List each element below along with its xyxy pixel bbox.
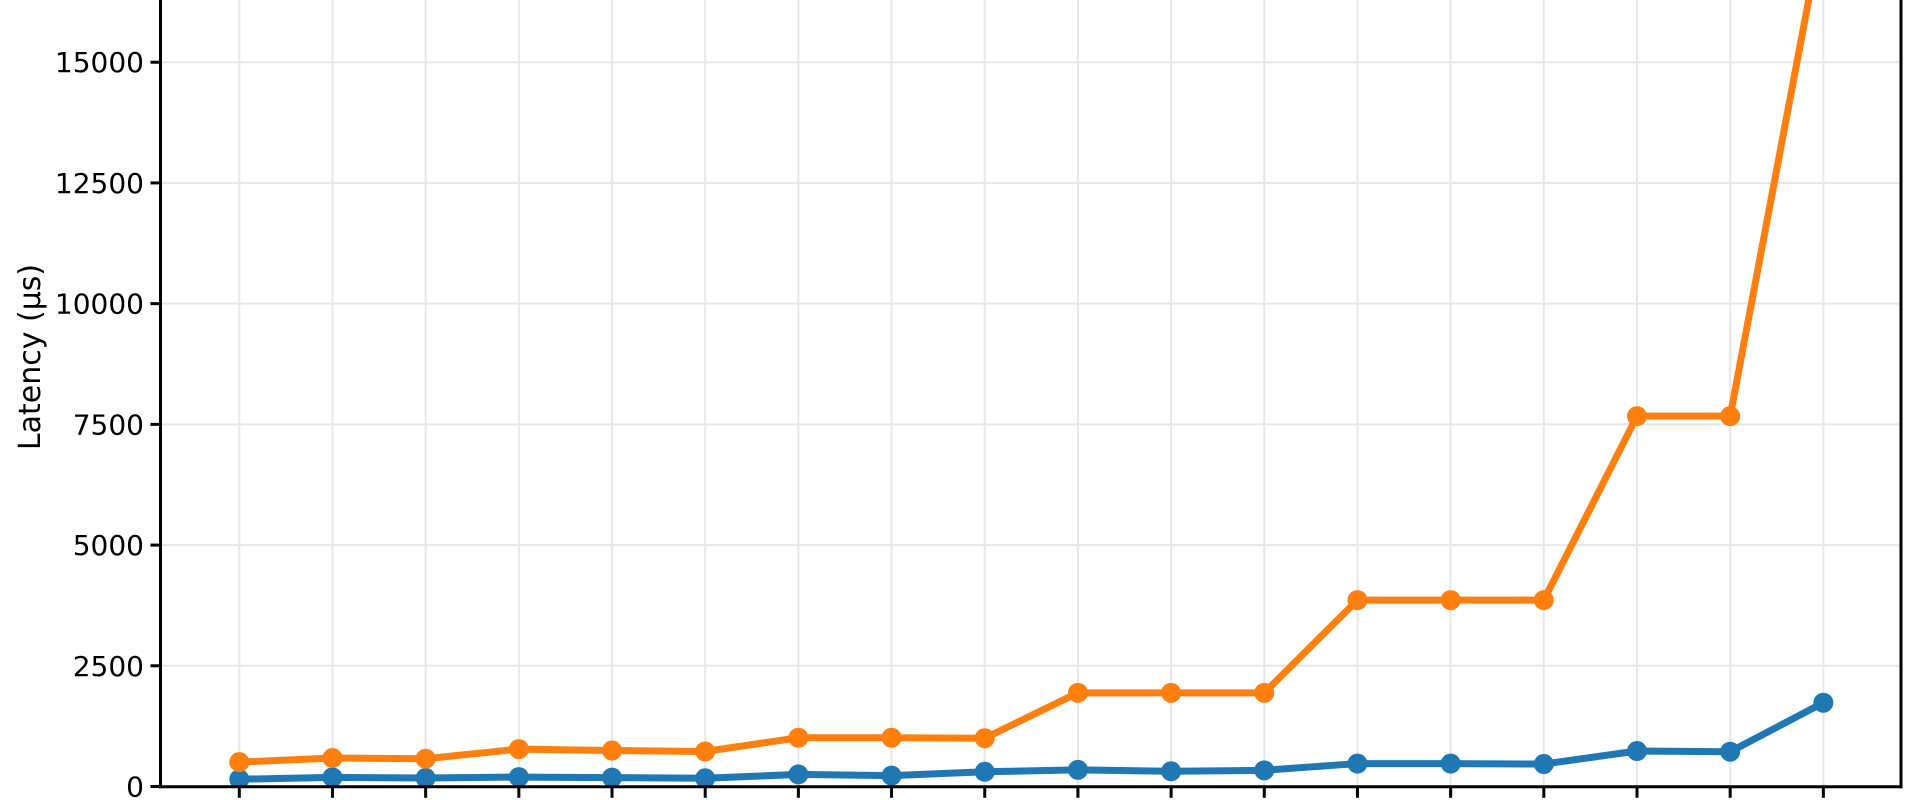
y-tick-label: 5000 xyxy=(73,529,144,562)
blue-point xyxy=(974,761,995,782)
blue-point xyxy=(1813,692,1834,713)
blue-point xyxy=(1533,754,1554,775)
orange-point xyxy=(695,741,716,762)
orange-point xyxy=(1720,406,1741,427)
y-tick-label: 12500 xyxy=(55,167,144,200)
orange-point xyxy=(229,752,250,773)
blue-point xyxy=(229,769,250,787)
y-axis-label: Latency (μs) xyxy=(13,264,48,450)
blue-point xyxy=(1347,753,1368,774)
orange-point xyxy=(508,739,529,760)
blue-point xyxy=(788,764,809,785)
blue-point xyxy=(415,768,436,787)
blue-line xyxy=(235,699,1827,783)
blue-point xyxy=(322,767,343,787)
orange-point xyxy=(1347,590,1368,611)
blue-point xyxy=(1627,741,1647,762)
blue-point xyxy=(508,767,529,787)
blue-point xyxy=(1067,759,1088,780)
orange-point xyxy=(974,728,995,749)
orange-point xyxy=(1440,590,1461,611)
orange-point xyxy=(1067,682,1088,703)
orange-point xyxy=(788,727,809,748)
orange-point xyxy=(415,748,436,769)
y-tick-label: 15000 xyxy=(55,46,144,79)
orange-point xyxy=(1533,590,1554,611)
blue-point xyxy=(1161,761,1182,782)
y-tick-label: 7500 xyxy=(73,408,144,441)
gridlines xyxy=(160,0,1901,788)
orange-point xyxy=(602,740,623,761)
orange-point xyxy=(1254,682,1275,703)
y-tick-label: 0 xyxy=(126,771,144,800)
blue-point xyxy=(602,767,623,787)
blue-series xyxy=(229,692,1834,787)
blue-point xyxy=(1440,753,1461,774)
blue-point xyxy=(1720,741,1741,762)
blue-point xyxy=(881,765,902,786)
orange-point xyxy=(1161,682,1182,703)
blue-point xyxy=(1254,760,1275,781)
axes-spines xyxy=(150,0,1903,798)
y-tick-label: 10000 xyxy=(55,288,144,321)
y-tick-label: 2500 xyxy=(73,650,144,683)
orange-point xyxy=(1627,406,1647,427)
orange-point xyxy=(881,727,902,748)
blue-point xyxy=(695,768,716,787)
orange-line xyxy=(235,0,1813,766)
orange-series xyxy=(229,0,1813,773)
orange-point xyxy=(322,748,343,769)
